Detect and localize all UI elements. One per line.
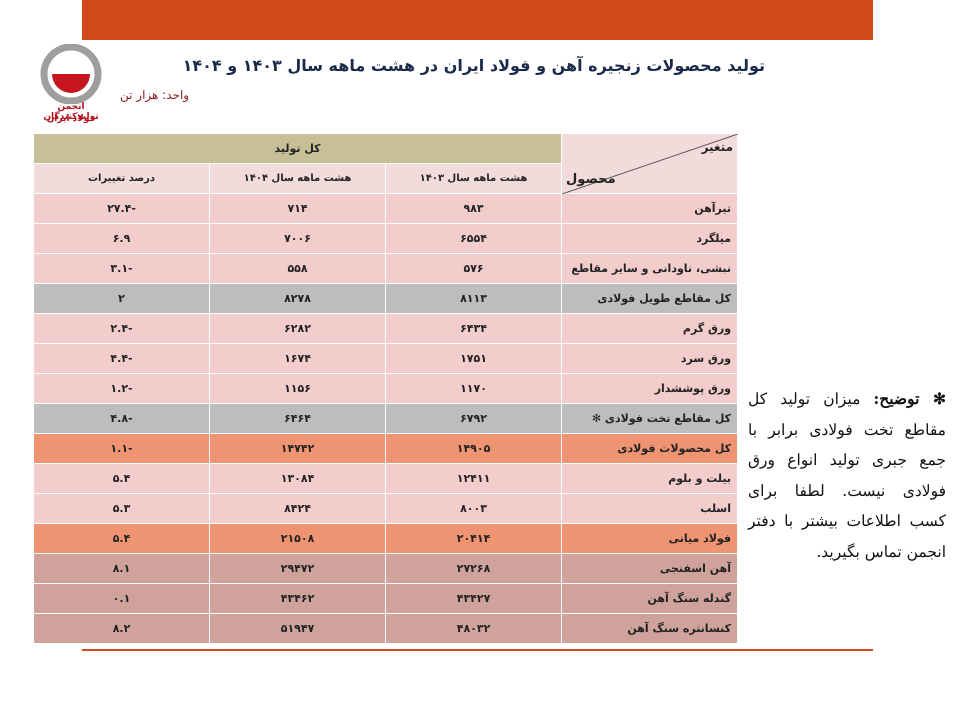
row-label: کنسانتره سنگ آهن <box>561 613 739 644</box>
cell: ۱۱۵۶ <box>209 373 387 404</box>
cell: ۶۴۶۴ <box>209 403 387 434</box>
row-label: میلگرد <box>561 223 739 254</box>
cell: ۱۴۷۴۲ <box>209 433 387 464</box>
cell: ۴۳۴۲۷ <box>385 583 563 614</box>
corner-bottom: محصول <box>566 172 616 187</box>
row-label: گندله سنگ آهن <box>561 583 739 614</box>
cell: ۴.۴- <box>32 343 211 374</box>
table-row: اسلب ۸۰۰۳ ۸۴۲۴ ۵.۳ <box>32 493 739 524</box>
table-row: گندله سنگ آهن ۴۳۴۲۷ ۴۳۴۶۲ ۰.۱ <box>32 583 739 614</box>
row-label: فولاد میانی <box>561 523 739 554</box>
row-label: کل مقاطع تخت فولادی ✻ <box>561 403 739 434</box>
row-label: آهن اسفنجی <box>561 553 739 584</box>
table-row: ورق پوششدار ۱۱۷۰ ۱۱۵۶ ۱.۲- <box>32 373 739 404</box>
cell: ۱۲۴۱۱ <box>385 463 563 494</box>
logo-text: فولاد ایران <box>46 114 96 124</box>
title: تولید محصولات زنجیره آهن و فولاد ایران د… <box>182 56 765 75</box>
cell: ۸.۱ <box>32 553 211 584</box>
cell: ۱.۲- <box>32 373 211 404</box>
table-row: بیلت و بلوم ۱۲۴۱۱ ۱۳۰۸۴ ۵.۴ <box>32 463 739 494</box>
note-label: ✻ توضیح: <box>873 389 946 408</box>
cell: ۹۸۳ <box>385 193 563 224</box>
cell: ۵.۴ <box>32 463 211 494</box>
cell: ۶۲۸۲ <box>209 313 387 344</box>
cell: ۴.۸- <box>32 403 211 434</box>
cell: ۱۱۷۰ <box>385 373 563 404</box>
row-label: ورق گرم <box>561 313 739 344</box>
group-header: کل تولید <box>32 133 563 164</box>
cell: ۵۱۹۴۷ <box>209 613 387 644</box>
cell: ۱۴۹۰۵ <box>385 433 563 464</box>
table-row: کنسانتره سنگ آهن ۴۸۰۳۲ ۵۱۹۴۷ ۸.۲ <box>32 613 739 644</box>
cell: ۲۰۴۱۴ <box>385 523 563 554</box>
cell: ۳.۱- <box>32 253 211 284</box>
unit-label: واحد: هزار تن <box>120 88 190 102</box>
row-label: نبشی، ناودانی و سایر مقاطع <box>561 253 739 284</box>
table-row: ورق گرم ۶۴۳۴ ۶۲۸۲ ۲.۴- <box>32 313 739 344</box>
table-row: آهن اسفنجی ۲۷۲۶۸ ۲۹۴۷۲ ۸.۱ <box>32 553 739 584</box>
table-row: نبشی، ناودانی و سایر مقاطع ۵۷۶ ۵۵۸ ۳.۱- <box>32 253 739 284</box>
cell: ۸۲۷۸ <box>209 283 387 314</box>
row-label: ورق پوششدار <box>561 373 739 404</box>
table-row: کل مقاطع تخت فولادی ✻ ۶۷۹۲ ۶۴۶۴ ۴.۸- <box>32 403 739 434</box>
cell: ۱۳۰۸۴ <box>209 463 387 494</box>
table-row: میلگرد ۶۵۵۴ ۷۰۰۶ ۶.۹ <box>32 223 739 254</box>
cell: ۷۱۴ <box>209 193 387 224</box>
row-label: کل محصولات فولادی <box>561 433 739 464</box>
cell: ۸۰۰۳ <box>385 493 563 524</box>
cell: ۵۵۸ <box>209 253 387 284</box>
table-row: کل محصولات فولادی ۱۴۹۰۵ ۱۴۷۴۲ ۱.۱- <box>32 433 739 464</box>
logo: انجمن تولیدکنندگان فولاد ایران <box>30 43 112 126</box>
cell: ۷۰۰۶ <box>209 223 387 254</box>
row-label: بیلت و بلوم <box>561 463 739 494</box>
cell: ۶۵۵۴ <box>385 223 563 254</box>
row-label: تیرآهن <box>561 193 739 224</box>
logo-text: انجمن تولیدکنندگان <box>43 102 99 122</box>
column-header: درصد تغییرات <box>32 163 211 194</box>
cell: ۱.۱- <box>32 433 211 464</box>
logo-mark <box>40 43 102 105</box>
data-table: متغیر محصول کل تولید هشت ماهه سال ۱۴۰۳ هش… <box>32 133 739 644</box>
column-header: هشت ماهه سال ۱۴۰۳ <box>385 163 563 194</box>
row-label: اسلب <box>561 493 739 524</box>
bottom-line <box>82 649 873 651</box>
cell: ۲۷.۴- <box>32 193 211 224</box>
cell: ۸.۲ <box>32 613 211 644</box>
cell: ۴۳۴۶۲ <box>209 583 387 614</box>
corner-top: متغیر <box>701 140 734 154</box>
note: ✻ توضیح: میزان تولید کل مقاطع تخت فولادی… <box>748 384 946 567</box>
cell: ۲.۴- <box>32 313 211 344</box>
column-header: هشت ماهه سال ۱۴۰۴ <box>209 163 387 194</box>
cell: ۲۹۴۷۲ <box>209 553 387 584</box>
cell: ۶۴۳۴ <box>385 313 563 344</box>
cell: ۲ <box>32 283 211 314</box>
cell: ۵.۳ <box>32 493 211 524</box>
cell: ۴۸۰۳۲ <box>385 613 563 644</box>
table-row: تیرآهن ۹۸۳ ۷۱۴ ۲۷.۴- <box>32 193 739 224</box>
cell: ۵.۴ <box>32 523 211 554</box>
table-row: ورق سرد ۱۷۵۱ ۱۶۷۴ ۴.۴- <box>32 343 739 374</box>
cell: ۲۱۵۰۸ <box>209 523 387 554</box>
cell: ۸۴۲۴ <box>209 493 387 524</box>
corner-cell: متغیر محصول <box>561 133 739 194</box>
cell: ۰.۱ <box>32 583 211 614</box>
row-label: کل مقاطع طویل فولادی <box>561 283 739 314</box>
top-bar <box>82 0 873 40</box>
cell: ۲۷۲۶۸ <box>385 553 563 584</box>
table-row: کل مقاطع طویل فولادی ۸۱۱۳ ۸۲۷۸ ۲ <box>32 283 739 314</box>
table-row: فولاد میانی ۲۰۴۱۴ ۲۱۵۰۸ ۵.۴ <box>32 523 739 554</box>
cell: ۵۷۶ <box>385 253 563 284</box>
cell: ۶۷۹۲ <box>385 403 563 434</box>
row-label: ورق سرد <box>561 343 739 374</box>
note-text: میزان تولید کل مقاطع تخت فولادی برابر با… <box>748 390 946 561</box>
cell: ۱۷۵۱ <box>385 343 563 374</box>
cell: ۱۶۷۴ <box>209 343 387 374</box>
cell: ۶.۹ <box>32 223 211 254</box>
cell: ۸۱۱۳ <box>385 283 563 314</box>
